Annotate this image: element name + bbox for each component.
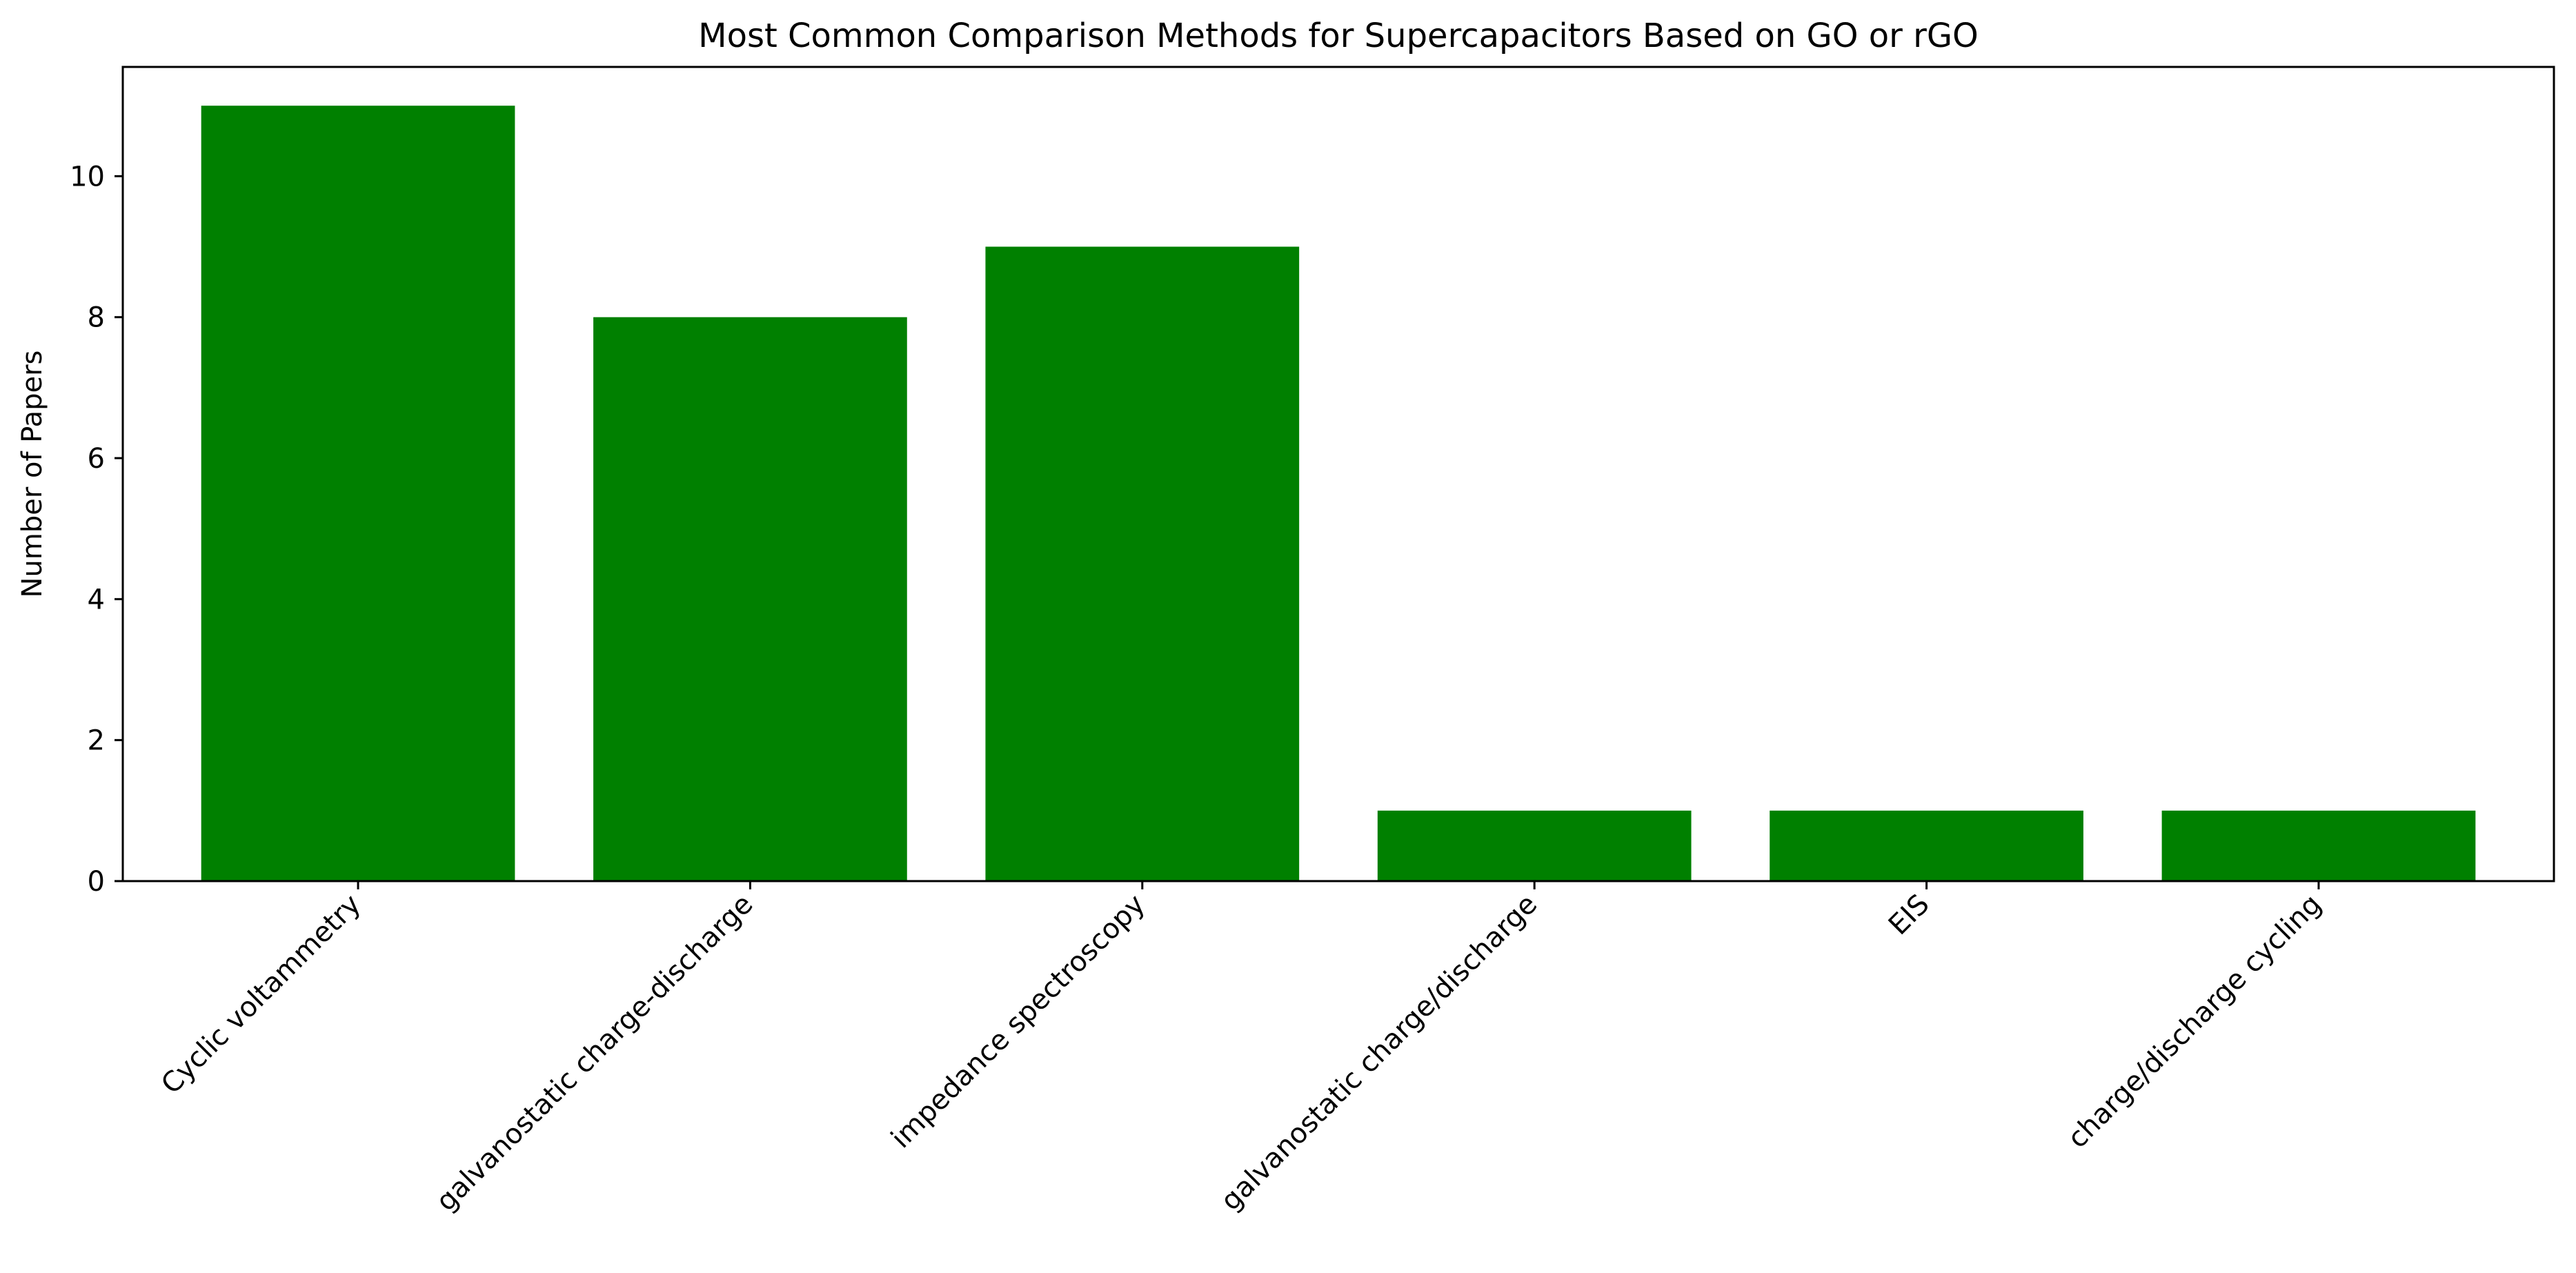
y-tick-label: 4 bbox=[88, 584, 105, 615]
x-tick-label: galvanostatic charge/discharge bbox=[1215, 889, 1543, 1217]
y-tick-label: 6 bbox=[88, 443, 105, 475]
y-tick-label: 10 bbox=[70, 161, 105, 193]
y-axis-label: Number of Papers bbox=[17, 351, 48, 598]
plot-area-frame bbox=[121, 66, 2555, 882]
x-tick-label: Cyclic voltammetry bbox=[155, 889, 367, 1101]
bar-5 bbox=[2161, 810, 2476, 881]
y-axis-ticks: 0 2 4 6 8 10 bbox=[70, 161, 123, 898]
y-tick-label: 8 bbox=[88, 302, 105, 334]
bar-4 bbox=[1770, 810, 2083, 881]
bar-3 bbox=[1377, 810, 1692, 881]
bar-0 bbox=[201, 106, 515, 882]
bar-2 bbox=[985, 246, 1300, 881]
x-tick-label: EIS bbox=[1883, 889, 1936, 942]
x-tick-label: charge/discharge cycling bbox=[2061, 889, 2328, 1155]
y-tick-label: 2 bbox=[88, 725, 105, 757]
x-tick-label: impedance spectroscopy bbox=[885, 889, 1151, 1155]
bars-group bbox=[201, 106, 2476, 882]
y-tick-label: 0 bbox=[88, 866, 105, 898]
bar-1 bbox=[593, 317, 907, 882]
chart-title: Most Common Comparison Methods for Super… bbox=[698, 17, 1979, 55]
x-tick-label: galvanostatic charge-discharge bbox=[430, 889, 760, 1218]
x-axis-ticks: Cyclic voltammetry galvanostatic charge-d… bbox=[155, 881, 2328, 1218]
